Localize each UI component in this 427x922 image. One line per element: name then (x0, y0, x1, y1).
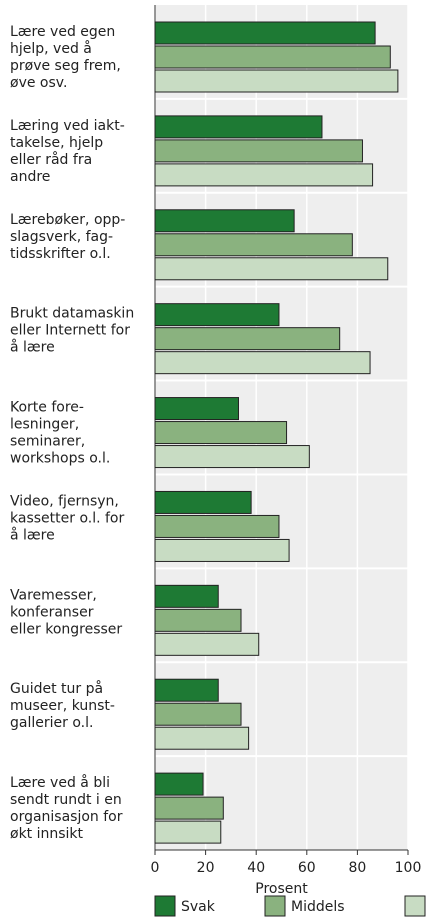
category-label: Brukt datamaskin (10, 306, 134, 322)
category-label: Læring ved iakt- (10, 118, 125, 134)
category-label: konferanser (10, 604, 94, 620)
bar (154, 327, 341, 351)
bar (154, 584, 219, 608)
bar (154, 796, 224, 820)
category-label: eller kongresser (10, 621, 122, 637)
bar (154, 351, 371, 375)
category-label: Guidet tur på (10, 680, 103, 697)
category-label: økt innsikt (10, 826, 84, 842)
category-label: andre (10, 169, 50, 185)
category-label: Video, fjernsyn, (10, 493, 119, 509)
category-label: sendt rundt i en (10, 792, 122, 808)
category-label: Lære ved å bli (10, 774, 110, 791)
category-label: eller råd fra (10, 151, 92, 168)
category-label: lesninger, (10, 417, 79, 433)
x-tick-label: 40 (247, 860, 265, 876)
category-label: gallerier o.l. (10, 715, 93, 731)
bar (154, 421, 288, 445)
category-label: organisasjon for (10, 809, 123, 825)
category-label: workshops o.l. (10, 451, 110, 467)
bar (154, 257, 389, 281)
bar (154, 397, 239, 421)
category-label: kassetter o.l. for (10, 510, 124, 526)
legend-swatch (404, 895, 426, 917)
bar (154, 678, 219, 702)
bar (154, 209, 295, 233)
bar (154, 702, 242, 726)
bar (154, 726, 250, 750)
bar (154, 514, 280, 538)
category-label: å lære (10, 339, 55, 356)
bar (154, 608, 242, 632)
category-label: slagsverk, fag- (10, 229, 113, 245)
x-tick-label: 20 (197, 860, 215, 876)
legend-label: Svak (181, 899, 216, 915)
bar (154, 303, 280, 327)
category-label: eller Internett for (10, 323, 130, 339)
bar (154, 163, 374, 187)
bar (154, 820, 222, 844)
category-label: tidsskrifter o.l. (10, 246, 111, 262)
category-label: Varemesser, (10, 587, 97, 603)
x-tick-label: 0 (151, 860, 160, 876)
category-label: museer, kunst- (10, 698, 115, 714)
bar (154, 445, 310, 469)
legend-label: Middels (291, 899, 345, 915)
x-tick-label: 80 (348, 860, 366, 876)
category-label: hjelp, ved å (10, 40, 92, 57)
bar (154, 233, 353, 257)
category-label: å lære (10, 526, 55, 543)
x-tick-label: 60 (298, 860, 316, 876)
bar (154, 632, 260, 656)
bar (154, 69, 399, 93)
x-axis-label: Prosent (255, 881, 308, 897)
legend-swatch (154, 895, 176, 917)
bar (154, 139, 363, 163)
category-label: prøve seg frem, (10, 58, 121, 74)
bar (154, 115, 323, 139)
x-tick-label: 100 (395, 860, 422, 876)
legend-swatch (264, 895, 286, 917)
bar (154, 772, 204, 796)
bar (154, 538, 290, 562)
category-label: Lære ved egen (10, 24, 115, 40)
bar (154, 21, 376, 45)
category-label: takelse, hjelp (10, 135, 103, 151)
category-label: seminarer, (10, 434, 85, 450)
category-label: Lærebøker, opp- (10, 212, 125, 228)
bar (154, 45, 391, 69)
bar (154, 490, 252, 514)
category-label: øve osv. (10, 75, 67, 91)
category-label: Korte fore- (10, 400, 84, 416)
